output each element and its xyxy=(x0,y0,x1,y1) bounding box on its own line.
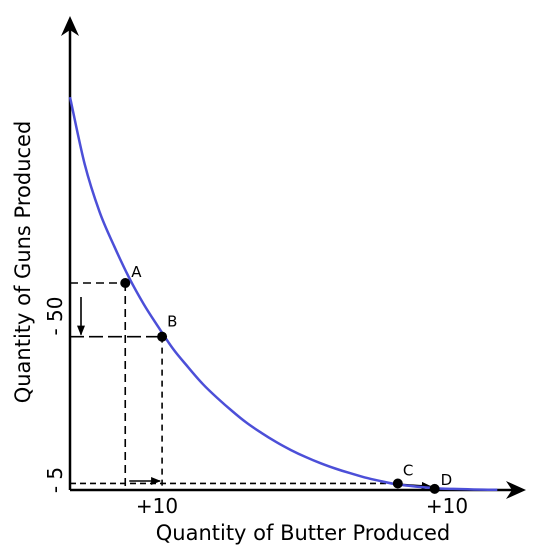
point-label-b: B xyxy=(167,313,177,331)
point-label-c: C xyxy=(403,461,413,479)
point-b xyxy=(157,331,168,342)
ppf-curve xyxy=(68,96,498,492)
y-axis-arrow xyxy=(61,16,79,36)
y-axis-title: Quantity of Guns Produced xyxy=(11,121,35,404)
x-axis-title: Quantity of Butter Produced xyxy=(156,521,451,545)
y-change-label-top: - 50 xyxy=(43,296,67,335)
points: A B C D xyxy=(120,263,452,494)
point-label-a: A xyxy=(131,263,142,281)
guide-lines xyxy=(70,282,435,491)
point-c xyxy=(392,478,403,489)
y-change-label-bottom: - 5 xyxy=(43,467,67,493)
x-axis-arrow xyxy=(506,481,526,499)
x-change-label-left: +10 xyxy=(136,494,178,518)
x-change-label-right: +10 xyxy=(426,494,468,518)
point-d xyxy=(429,483,440,494)
point-a xyxy=(120,278,131,288)
point-label-d: D xyxy=(441,471,453,489)
